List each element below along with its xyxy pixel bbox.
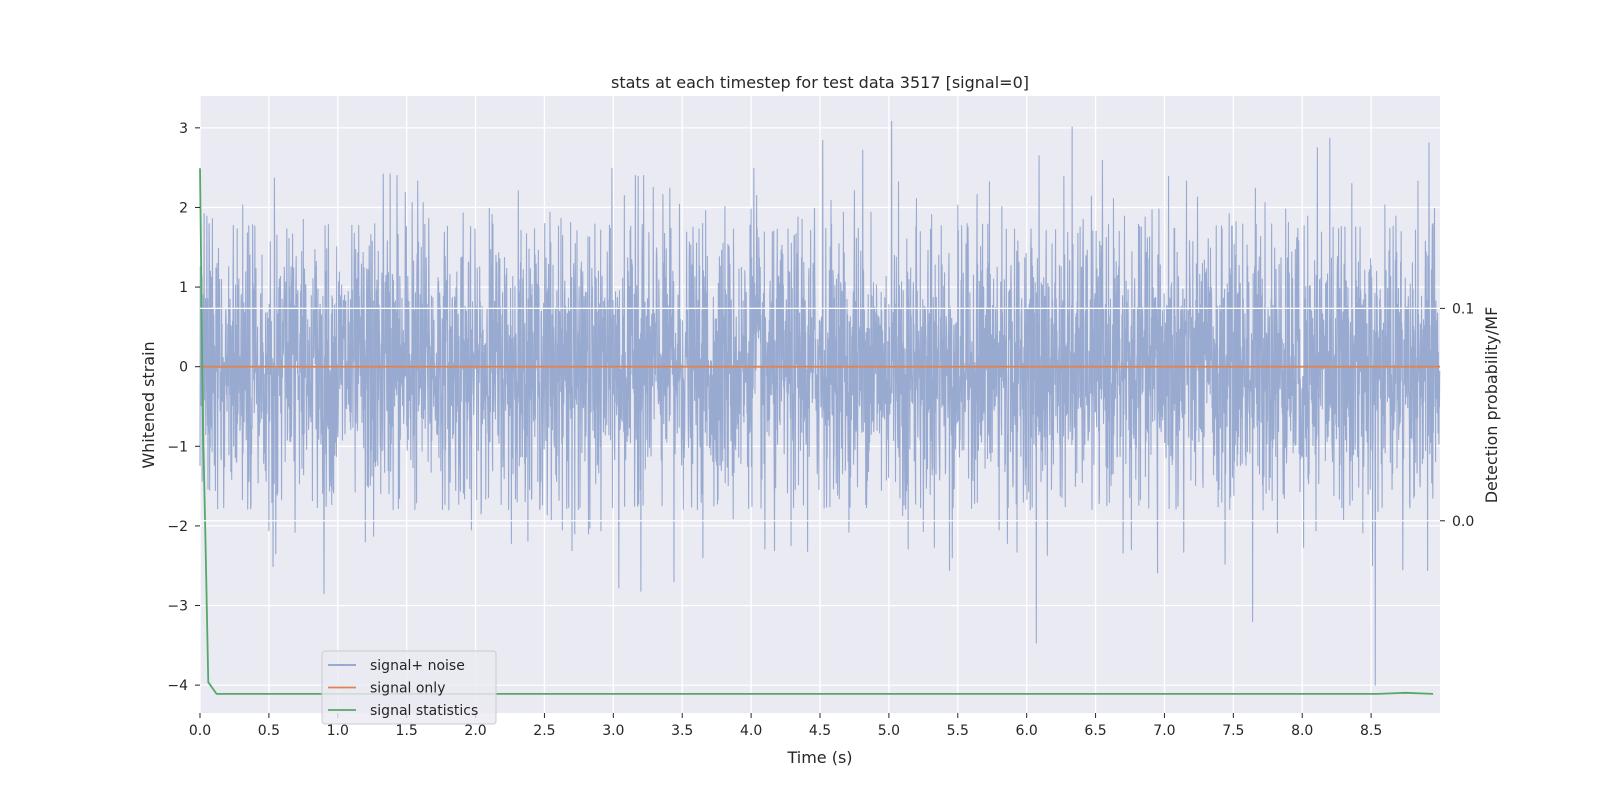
- x-tick-label: 4.0: [740, 723, 762, 739]
- x-tick-label: 2.5: [533, 723, 555, 739]
- series-layer: [199, 120, 1441, 695]
- y-tick-label: 1: [179, 280, 188, 296]
- legend-label: signal statistics: [370, 703, 478, 719]
- y-right-tick-label: 0.1: [1452, 301, 1474, 317]
- x-tick-label: 6.5: [1084, 723, 1106, 739]
- x-tick-label: 4.5: [809, 723, 831, 739]
- x-tick-label: 5.5: [947, 723, 969, 739]
- x-tick-label: 7.5: [1222, 723, 1244, 739]
- x-tick-label: 5.0: [878, 723, 900, 739]
- legend-box: [321, 650, 497, 725]
- y-tick-label: −3: [167, 599, 188, 615]
- x-tick-label: 1.0: [327, 723, 349, 739]
- series-signal-statistics: [199, 168, 1434, 695]
- x-tick-label: 3.0: [602, 723, 624, 739]
- x-tick-label: 0.0: [189, 723, 211, 739]
- legend-label: signal only: [370, 681, 445, 697]
- y-tick-label: −1: [167, 439, 188, 455]
- x-tick-label: 8.0: [1291, 723, 1313, 739]
- x-tick-label: 0.5: [258, 723, 280, 739]
- series-signal-noise: [199, 120, 1441, 686]
- y-tick-label: −2: [167, 519, 188, 535]
- x-tick-label: 7.0: [1153, 723, 1175, 739]
- legend-label: signal+ noise: [370, 658, 465, 674]
- y-axis-label: Whitened strain: [139, 341, 158, 468]
- x-tick-label: 6.0: [1016, 723, 1038, 739]
- y-tick-label: 2: [179, 200, 188, 216]
- x-tick-label: 1.5: [396, 723, 418, 739]
- legend: signal+ noise signal only signal statistic…: [321, 650, 497, 725]
- x-tick-label: 2.0: [464, 723, 486, 739]
- x-axis-label: Time (s): [786, 748, 852, 767]
- chart-title: stats at each timestep for test data 351…: [611, 73, 1029, 92]
- y-right-tick-label: 0.0: [1452, 514, 1474, 530]
- x-tick-label: 3.5: [671, 723, 693, 739]
- ticks: 0.0 0.5 1.0 1.5 2.0 2.5 3.0 3.5 4.0 4.5 5.0 5.5 6.0 6…: [167, 121, 1474, 739]
- x-tick-label: 8.5: [1360, 723, 1382, 739]
- y-axis-label-right: Detection probability/MF: [1482, 307, 1501, 504]
- y-tick-label: 0: [179, 360, 188, 376]
- y-tick-label: 3: [179, 121, 188, 137]
- y-tick-label: −4: [167, 678, 188, 694]
